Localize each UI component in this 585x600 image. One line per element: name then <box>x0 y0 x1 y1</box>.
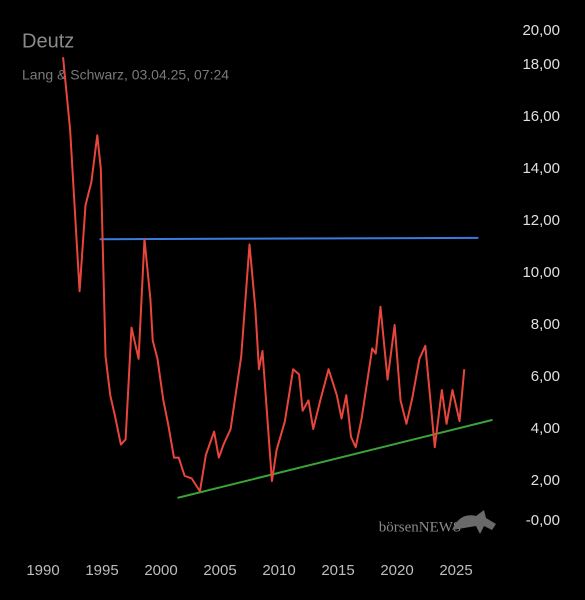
x-tick-label: 2005 <box>203 562 236 579</box>
y-tick-label: 4,00 <box>531 420 560 437</box>
x-tick-label: 2015 <box>321 562 354 579</box>
x-tick-label: 1995 <box>85 562 118 579</box>
y-tick-label: 14,00 <box>522 160 560 177</box>
trend-line <box>177 418 493 499</box>
trend-line <box>99 236 479 241</box>
y-tick-label: 8,00 <box>531 316 560 333</box>
watermark: börsenNEWS <box>379 519 462 535</box>
y-tick-label: 6,00 <box>531 368 560 385</box>
x-tick-label: 2020 <box>380 562 413 579</box>
y-tick-label: -0,00 <box>526 512 560 529</box>
chart-title: Deutz <box>22 30 74 52</box>
y-tick-label: 18,00 <box>522 56 560 73</box>
y-tick-label: 12,00 <box>522 212 560 229</box>
y-tick-label: 20,00 <box>522 22 560 39</box>
watermark-icon <box>452 510 496 534</box>
price-line <box>62 57 466 493</box>
y-tick-label: 2,00 <box>531 472 560 489</box>
chart-subtitle: Lang & Schwarz, 03.04.25, 07:24 <box>22 67 229 83</box>
x-tick-label: 1990 <box>26 562 59 579</box>
y-tick-label: 10,00 <box>522 264 560 281</box>
x-tick-label: 2010 <box>262 562 295 579</box>
x-tick-label: 2000 <box>144 562 177 579</box>
y-tick-label: 16,00 <box>522 108 560 125</box>
x-tick-label: 2025 <box>439 562 472 579</box>
